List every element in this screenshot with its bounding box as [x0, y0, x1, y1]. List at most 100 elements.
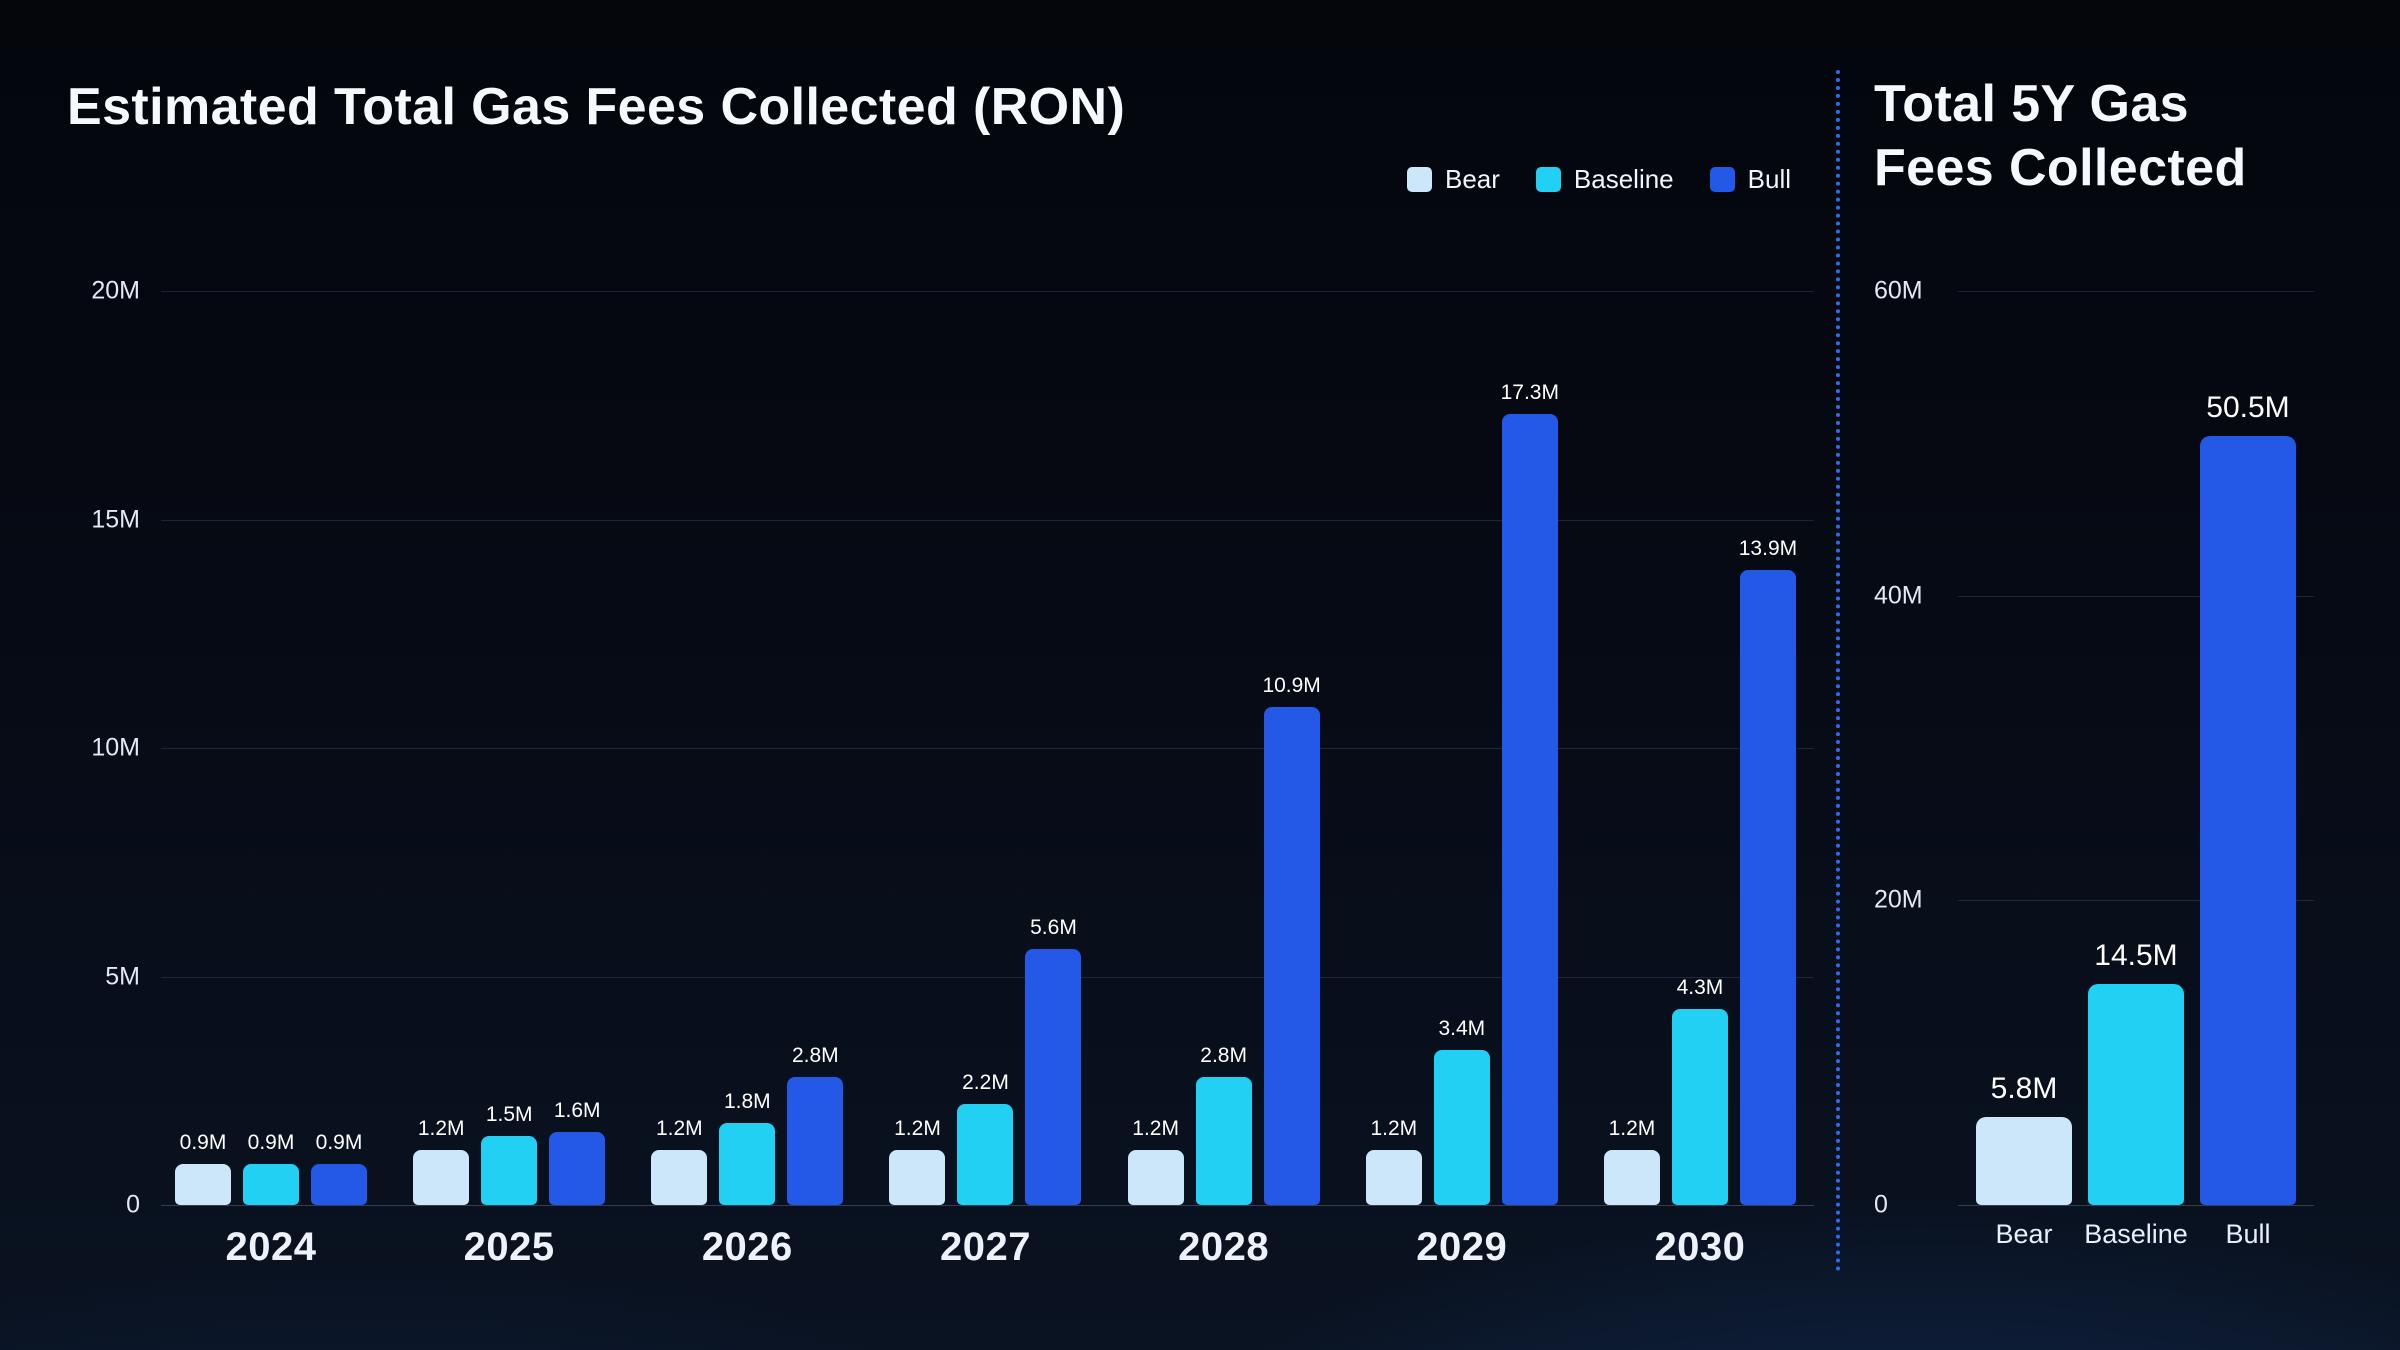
panel-divider: [1836, 70, 1840, 1272]
bar-value-label: 4.3M: [1676, 975, 1724, 999]
bar-group-2025: 1.2M 1.5M 1.6M 2025: [413, 291, 606, 1270]
y-axis-tick-label: 20M: [1874, 885, 1923, 914]
bar-value-label: 5.8M: [1990, 1071, 2058, 1105]
bear-bar: [889, 1150, 946, 1205]
bar-bear-2027: 1.2M: [889, 291, 946, 1205]
y-axis-tick-label: 0: [126, 1190, 140, 1219]
bar-baseline-2025: 1.5M: [481, 291, 538, 1205]
bar-value-label: 10.9M: [1262, 673, 1321, 697]
main-gridlines: [161, 291, 1814, 1206]
legend-swatch-baseline: [1535, 167, 1561, 192]
bar-group-bars: 0.9M 0.9M 0.9M: [175, 291, 367, 1205]
y-axis-tick-label: 20M: [91, 276, 140, 305]
y-axis-tick-label: 40M: [1874, 581, 1923, 610]
baseline-bar: [1433, 1049, 1490, 1205]
summary-plot-area: 5.8M Bear 14.5M Baseline 50.5M Bull: [1958, 291, 2314, 1249]
gridline: [1958, 1205, 2314, 1206]
bar-group-bars: 1.2M 1.5M 1.6M: [413, 291, 606, 1205]
bar-value-label: 0.9M: [315, 1130, 363, 1154]
bear-total-bar: [1976, 1116, 2072, 1205]
bar-bull-2024: 0.9M: [311, 291, 367, 1205]
summary-bar-baseline: 14.5M Baseline: [2084, 291, 2188, 1249]
gridline: [1958, 595, 2314, 597]
bull-bar: [1739, 569, 1796, 1205]
gridline: [161, 748, 1814, 749]
x-axis-label: 2026: [701, 1225, 793, 1269]
bar-baseline-2030: 4.3M: [1671, 291, 1728, 1205]
bull-bar: [1025, 949, 1082, 1205]
bar-group-bars: 1.2M 4.3M 13.9M: [1603, 291, 1798, 1205]
gridline: [1958, 900, 2314, 902]
bear-bar: [651, 1150, 708, 1205]
bar-value-label: 1.8M: [723, 1089, 771, 1113]
summary-bar-bear: 5.8M Bear: [1976, 291, 2072, 1249]
y-axis-tick-label: 5M: [105, 962, 140, 990]
legend-label: Bull: [1747, 164, 1791, 194]
bear-bar: [1127, 1150, 1184, 1205]
bull-bar: [311, 1163, 367, 1205]
bar-value-label: 1.2M: [1132, 1117, 1179, 1141]
baseline-bar: [243, 1163, 299, 1205]
gridline: [161, 976, 1814, 978]
baseline-total-bar: [2088, 984, 2184, 1205]
bar-group-bars: 1.2M 2.8M 10.9M: [1127, 291, 1321, 1205]
legend-item-bull: Bull: [1709, 164, 1791, 195]
bull-bar: [1263, 706, 1320, 1205]
bar-bull-2029: 17.3M: [1501, 291, 1559, 1205]
summary-chart-title: Total 5Y Gas Fees Collected: [1874, 72, 2247, 200]
legend-swatch-bear: [1406, 167, 1432, 192]
bar-value-label: 2.8M: [791, 1044, 839, 1068]
bar-value-label: 14.5M: [2094, 939, 2178, 973]
bar-baseline-2027: 2.2M: [957, 291, 1014, 1205]
legend-item-bear: Bear: [1406, 164, 1500, 195]
bar-group-2027: 1.2M 2.2M 5.6M 2027: [889, 291, 1082, 1270]
summary-gridlines: [1958, 291, 2314, 1206]
main-chart-title: Estimated Total Gas Fees Collected (RON): [67, 78, 1126, 136]
x-axis-label: Bull: [2225, 1219, 2271, 1249]
legend-item-baseline: Baseline: [1535, 164, 1674, 195]
bar-group-2024: 0.9M 0.9M 0.9M 2024: [175, 291, 367, 1270]
x-axis-label: Baseline: [2084, 1219, 2188, 1249]
bar-value-label: 0.9M: [247, 1130, 295, 1154]
y-axis-tick-label: 10M: [91, 733, 140, 762]
x-axis-label: 2028: [1178, 1225, 1270, 1269]
bear-bar: [1603, 1150, 1660, 1205]
bar-group-2030: 1.2M 4.3M 13.9M 2030: [1603, 291, 1798, 1270]
baseline-bar: [957, 1104, 1014, 1205]
bear-bar: [175, 1163, 231, 1205]
bear-bar: [413, 1150, 470, 1205]
baseline-bar: [481, 1136, 538, 1205]
bar-value-label: 1.2M: [894, 1117, 941, 1141]
bar-bear-2026: 1.2M: [651, 291, 708, 1205]
bar-group-2028: 1.2M 2.8M 10.9M 2028: [1127, 291, 1321, 1270]
summary-bars: 5.8M Bear 14.5M Baseline 50.5M Bull: [1958, 291, 2314, 1249]
baseline-bar: [1671, 1008, 1728, 1205]
bar-value-label: 13.9M: [1738, 536, 1798, 560]
x-axis-label: 2030: [1654, 1225, 1746, 1269]
bar-value-label: 1.2M: [655, 1117, 703, 1141]
summary-y-axis: 60M 40M 20M 0: [1874, 277, 1950, 1219]
main-bar-groups: 0.9M 0.9M 0.9M 2024 1.2M 1.5M 1.6M 2025 1.2M 1.8M…: [161, 291, 1814, 1269]
legend: Bear Baseline Bull: [161, 164, 1791, 195]
bar-value-label: 5.6M: [1030, 916, 1077, 940]
bar-value-label: 3.4M: [1438, 1016, 1486, 1040]
bar-bear-2030: 1.2M: [1603, 291, 1660, 1205]
bar-group-2026: 1.2M 1.8M 2.8M 2026: [651, 291, 844, 1270]
x-axis-label: 2029: [1416, 1225, 1508, 1269]
bar-bear-2025: 1.2M: [413, 291, 470, 1205]
bull-bar: [549, 1131, 606, 1205]
x-axis-label: 2025: [463, 1225, 555, 1269]
legend-label: Bear: [1444, 164, 1500, 194]
main-plot-area: 0.9M 0.9M 0.9M 2024 1.2M 1.5M 1.6M 2025 1.2M 1.8M…: [161, 291, 1814, 1269]
bar-bull-2025: 1.6M: [549, 291, 606, 1205]
baseline-bar: [1195, 1077, 1252, 1205]
bull-bar: [787, 1077, 844, 1205]
main-y-axis: 20M 15M 10M 5M 0: [50, 277, 140, 1219]
bar-baseline-2024: 0.9M: [243, 291, 299, 1205]
gridline: [1958, 291, 2314, 292]
bar-group-bars: 1.2M 3.4M 17.3M: [1365, 291, 1559, 1205]
baseline-bar: [719, 1122, 776, 1205]
bar-value-label: 50.5M: [2206, 390, 2290, 424]
bar-bear-2024: 0.9M: [175, 291, 231, 1205]
